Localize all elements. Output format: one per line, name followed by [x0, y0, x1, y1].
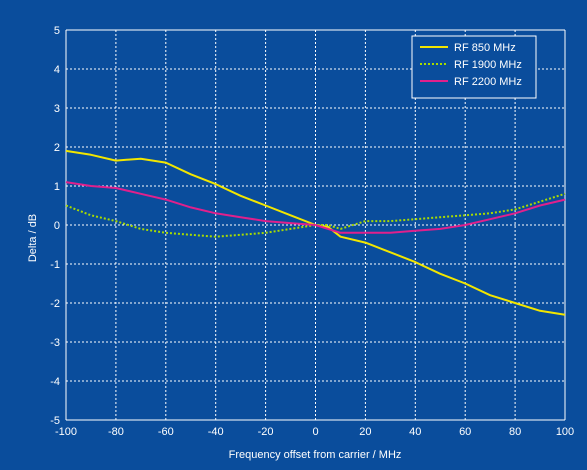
series-lines: [65, 149, 566, 316]
y-tick-label: -1: [50, 259, 60, 271]
tick-labels: -100 -80 -60 -40 -20 0 20 40 60 80 100 -5 -4 -3 -2 -1 0 1…: [50, 25, 574, 438]
y-tick-label: 0: [54, 220, 60, 232]
y-tick-label: 2: [54, 142, 60, 154]
y-tick-label: 5: [54, 25, 60, 37]
series-line-2: [65, 192, 566, 238]
x-tick-label: -80: [108, 426, 124, 438]
x-axis-label: Frequency offset from carrier / MHz: [229, 449, 402, 461]
y-tick-label: -5: [50, 415, 60, 427]
x-tick-label: 80: [509, 426, 521, 438]
y-tick-label: -4: [50, 376, 60, 388]
y-tick-label: 3: [54, 103, 60, 115]
x-tick-label: 60: [459, 426, 471, 438]
legend-label: RF 1900 MHz: [454, 59, 522, 71]
y-tick-label: 4: [54, 64, 60, 76]
x-tick-label: -60: [158, 426, 174, 438]
x-tick-label: -40: [208, 426, 224, 438]
y-tick-label: -2: [50, 298, 60, 310]
x-tick-label: -100: [55, 426, 77, 438]
x-tick-label: 40: [409, 426, 421, 438]
x-tick-label: 20: [359, 426, 371, 438]
x-tick-label: 0: [312, 426, 318, 438]
legend-label: RF 2200 MHz: [454, 76, 522, 88]
y-axis-label: Delta / dB: [27, 214, 39, 262]
x-tick-label: -20: [258, 426, 274, 438]
series-line-3: [65, 181, 566, 234]
legend: RF 850 MHz RF 1900 MHz RF 2200 MHz: [411, 35, 537, 99]
y-tick-label: -3: [50, 337, 60, 349]
y-tick-label: 1: [54, 181, 60, 193]
x-tick-label: 100: [556, 426, 574, 438]
legend-label: RF 850 MHz: [454, 42, 516, 54]
